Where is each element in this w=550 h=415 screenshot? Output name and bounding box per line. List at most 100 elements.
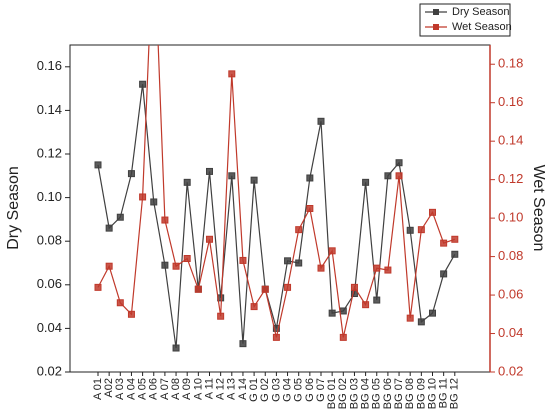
marker: [272, 333, 280, 341]
marker: [451, 250, 459, 258]
x-tick-label: G 01: [248, 378, 260, 402]
marker: [328, 247, 336, 255]
marker: [384, 172, 392, 180]
x-tick-label: A 06: [148, 378, 160, 400]
y-tick-label: 0.10: [37, 189, 62, 204]
marker: [317, 264, 325, 272]
y-tick-label: 0.12: [37, 145, 62, 160]
x-tick-label: BG 09: [415, 378, 427, 409]
legend-label: Dry Season: [452, 6, 509, 18]
marker: [417, 318, 425, 326]
x-tick-label: G 02: [259, 378, 271, 402]
y-tick-label: 0.02: [37, 363, 62, 378]
x-tick-label: G 06: [304, 378, 316, 402]
marker: [295, 226, 303, 234]
x-tick-label: A 11: [203, 378, 215, 399]
y-tick-label: 0.08: [37, 233, 62, 248]
marker: [261, 285, 269, 293]
marker: [105, 262, 113, 270]
x-tick-label: G 07: [315, 378, 327, 402]
marker: [206, 235, 213, 243]
marker: [395, 172, 403, 180]
marker: [183, 178, 191, 186]
marker: [451, 235, 459, 243]
marker: [172, 262, 180, 270]
y-tick-label: 0.04: [37, 320, 62, 335]
y-tick-label: 0.14: [37, 102, 62, 117]
x-tick-label: BG 08: [404, 378, 416, 409]
legend-swatch: [433, 24, 439, 30]
marker: [239, 340, 247, 348]
marker: [94, 283, 102, 291]
marker: [172, 344, 180, 352]
marker: [384, 266, 392, 274]
x-tick-label: G 04: [281, 378, 293, 402]
marker: [217, 312, 225, 320]
x-tick-label: A 04: [125, 378, 137, 400]
marker: [362, 178, 370, 186]
marker: [440, 239, 448, 247]
y2-axis-label: Wet Season: [530, 165, 547, 252]
marker: [94, 161, 102, 169]
marker: [429, 208, 436, 216]
marker: [116, 299, 124, 307]
marker: [194, 285, 202, 293]
x-tick-label: BG 06: [382, 378, 394, 409]
marker: [139, 193, 147, 201]
marker: [306, 205, 314, 212]
plot-area: [94, 45, 459, 352]
legend: Dry Season Wet Season: [419, 3, 512, 37]
x-tick-label: BG 02: [337, 378, 349, 409]
x-tick-label: A 09: [181, 378, 193, 400]
marker: [417, 226, 425, 234]
y-axis-label: Dry Season: [5, 166, 22, 250]
y2-tick-label: 0.14: [498, 133, 523, 148]
marker: [150, 198, 158, 206]
y2-tick-label: 0.10: [498, 210, 523, 225]
x-tick-label: G 03: [270, 378, 282, 402]
x-tick-label: A 10: [192, 378, 204, 400]
marker: [228, 70, 236, 78]
y2-tick-label: 0.08: [498, 248, 523, 263]
y-tick-label: 0.06: [37, 276, 62, 291]
x-tick-label: BG 01: [326, 378, 338, 409]
series-line: [97, 84, 456, 349]
x-tick-label: BG 04: [360, 378, 372, 409]
marker: [206, 167, 213, 175]
marker: [429, 309, 436, 317]
marker: [440, 270, 448, 278]
x-tick-label: A 13: [226, 378, 238, 400]
x-tick-label: A 14: [237, 378, 249, 400]
x-tick-label: BG 11: [438, 378, 450, 408]
marker: [272, 324, 280, 332]
x-tick-label: BG 12: [449, 378, 461, 409]
marker: [339, 333, 347, 341]
y2-tick-label: 0.18: [498, 56, 523, 71]
x-tick-label: A 05: [137, 378, 149, 400]
x-tick-label: BG 03: [348, 378, 360, 409]
marker: [373, 296, 381, 304]
x-tick-label: BG 07: [393, 378, 405, 409]
marker: [161, 261, 169, 269]
marker: [127, 310, 135, 318]
marker: [183, 255, 191, 263]
x-tick-label: A 03: [114, 378, 126, 400]
marker: [127, 170, 135, 178]
x-tick-label: A 08: [170, 378, 182, 400]
x-tick-label: G 05: [293, 378, 305, 402]
marker: [339, 307, 347, 315]
marker: [295, 259, 303, 267]
marker: [284, 283, 292, 291]
marker: [406, 226, 414, 234]
marker: [239, 256, 247, 264]
marker: [350, 283, 358, 291]
x-tick-label: BG 10: [426, 378, 438, 409]
marker: [116, 213, 124, 221]
y2-tick-label: 0.12: [498, 171, 523, 186]
marker: [250, 176, 258, 184]
marker: [284, 257, 292, 265]
x-tick-label: A 01: [92, 378, 104, 400]
y2-tick-label: 0.04: [498, 325, 523, 340]
x-tick-label: BG 05: [371, 378, 383, 409]
